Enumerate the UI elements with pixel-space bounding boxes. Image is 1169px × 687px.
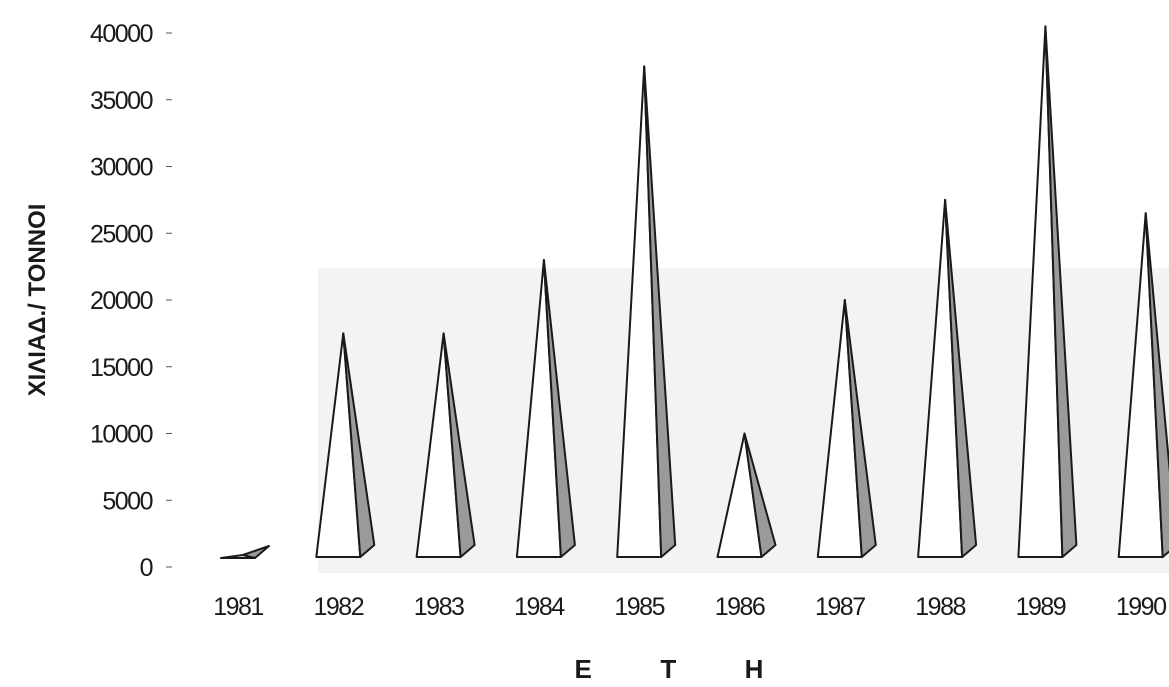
y-axis-label: ΧΙΛΙΑΔ./ ΤΟΝΝΟΙ <box>24 204 51 397</box>
bar-1983 <box>415 332 476 558</box>
bar-1989 <box>1017 25 1078 558</box>
x-tick-label: 1990 <box>1116 593 1166 621</box>
y-tick-label: 0 <box>140 554 153 582</box>
pyramid-side-face <box>843 299 877 558</box>
x-tick-label: 1984 <box>514 593 565 621</box>
y-tick-label: 15000 <box>90 354 153 382</box>
x-tick-label: 1981 <box>213 593 263 621</box>
y-tick-label: 30000 <box>90 154 153 182</box>
bars <box>220 25 1169 559</box>
y-tick-label: 5000 <box>102 487 152 515</box>
pyramid-side-face <box>442 332 476 558</box>
x-tick-label: 1982 <box>313 593 363 621</box>
x-tick-label: 1989 <box>1016 593 1066 621</box>
bar-1990 <box>1117 212 1169 558</box>
x-tick-label: 1983 <box>414 593 464 621</box>
bar-1987 <box>816 299 877 558</box>
pyramid-side-face <box>542 258 576 558</box>
pyramid-side-face <box>1044 25 1078 558</box>
y-axis-ticks: 0 5000 10000 15000 20000 25000 30000 35000 40000 <box>90 20 172 582</box>
bar-1984 <box>515 258 576 558</box>
y-tick-label: 40000 <box>90 20 153 48</box>
y-tick-label: 35000 <box>90 87 153 115</box>
y-tick-label: 10000 <box>90 421 153 449</box>
pyramid-side-face <box>242 545 270 559</box>
x-tick-label: 1988 <box>915 593 965 621</box>
x-tick-label: 1986 <box>715 593 765 621</box>
x-tick-label: 1985 <box>614 593 664 621</box>
bar-1981 <box>220 545 270 559</box>
y-tick-label: 20000 <box>90 287 153 315</box>
pyramid-side-face <box>1144 212 1169 558</box>
x-axis-label: Ε Τ Η <box>575 654 782 684</box>
y-tick-label: 25000 <box>90 220 153 248</box>
x-axis-ticks: 1981 1982 1983 1984 1985 1986 1987 1988 1989 1990 <box>213 593 1167 621</box>
pyramid-side-face <box>944 198 978 558</box>
bar-1988 <box>917 198 978 558</box>
x-tick-label: 1987 <box>815 593 865 621</box>
pyramid-side-face <box>643 65 677 558</box>
pyramid-side-face <box>743 432 777 558</box>
bar-1986 <box>716 432 777 558</box>
bar-1985 <box>616 65 677 558</box>
bar-1982 <box>315 332 376 558</box>
pyramid-side-face <box>342 332 376 558</box>
